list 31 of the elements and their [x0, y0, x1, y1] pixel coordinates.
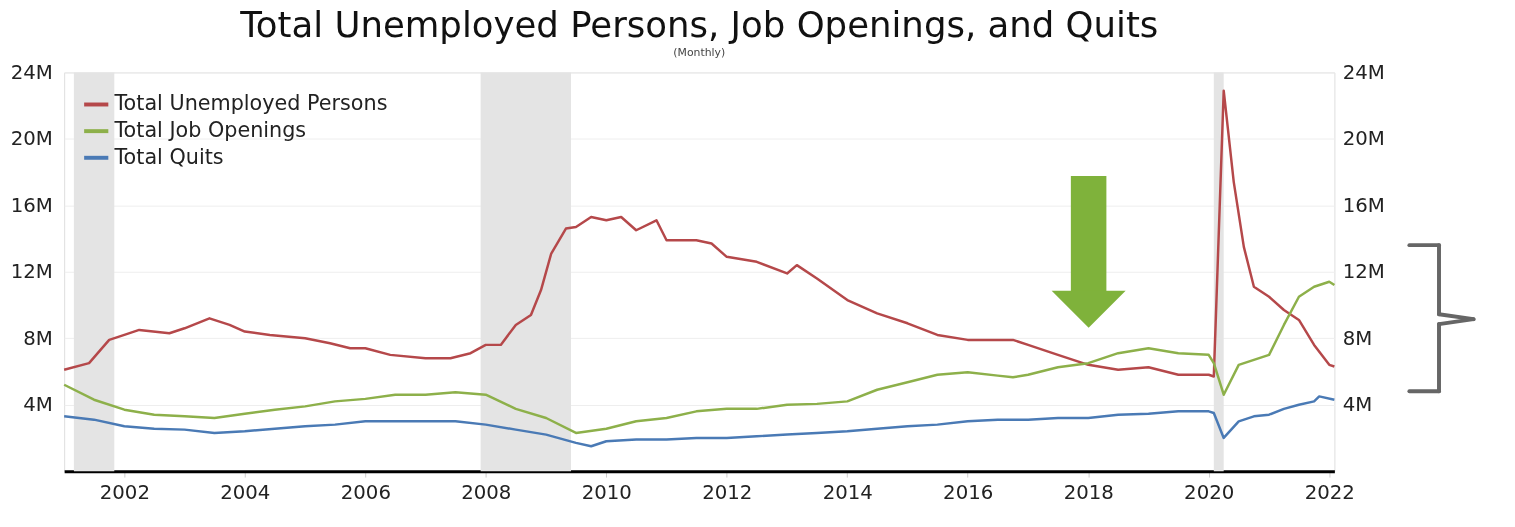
y-tick-label: 16M — [10, 193, 53, 217]
x-tick-label: 2002 — [99, 481, 150, 505]
legend-label: Total Job Openings — [113, 118, 307, 143]
chart-title: Total Unemployed Persons, Job Openings, and Quits — [239, 3, 1159, 45]
y-tick-label: 20M — [10, 127, 53, 151]
y-tick-label: 4M — [23, 393, 53, 417]
x-tick-label: 2008 — [461, 481, 512, 505]
x-tick-label: 2014 — [822, 481, 873, 505]
x-tick-label: 2006 — [340, 481, 391, 505]
x-tick-label: 2004 — [220, 481, 271, 505]
y2-tick-label: 4M — [1342, 393, 1373, 417]
chart-subtitle: (Monthly) — [673, 45, 726, 59]
y2-tick-label: 20M — [1342, 127, 1385, 151]
x-tick-label: 2012 — [702, 481, 753, 505]
y-tick-label: 24M — [10, 60, 53, 84]
y2-tick-label: 16M — [1342, 193, 1385, 217]
x-tick-label: 2020 — [1184, 481, 1235, 505]
legend-label: Total Unemployed Persons — [113, 91, 388, 116]
x-tick-label: 2018 — [1063, 481, 1114, 505]
line-series — [62, 395, 1336, 448]
x-tick-label: 2016 — [943, 481, 994, 505]
y2-tick-label: 12M — [1342, 260, 1385, 284]
x-tick-label: 2022 — [1304, 481, 1355, 505]
y-tick-label: 12M — [10, 260, 53, 284]
y2-tick-label: 24M — [1342, 60, 1385, 84]
line-series — [62, 280, 1336, 435]
y-tick-label: 8M — [23, 326, 53, 350]
line-series — [62, 89, 1336, 378]
y2-tick-label: 8M — [1342, 326, 1373, 350]
x-tick-label: 2010 — [581, 481, 632, 505]
legend-label: Total Quits — [113, 144, 224, 169]
